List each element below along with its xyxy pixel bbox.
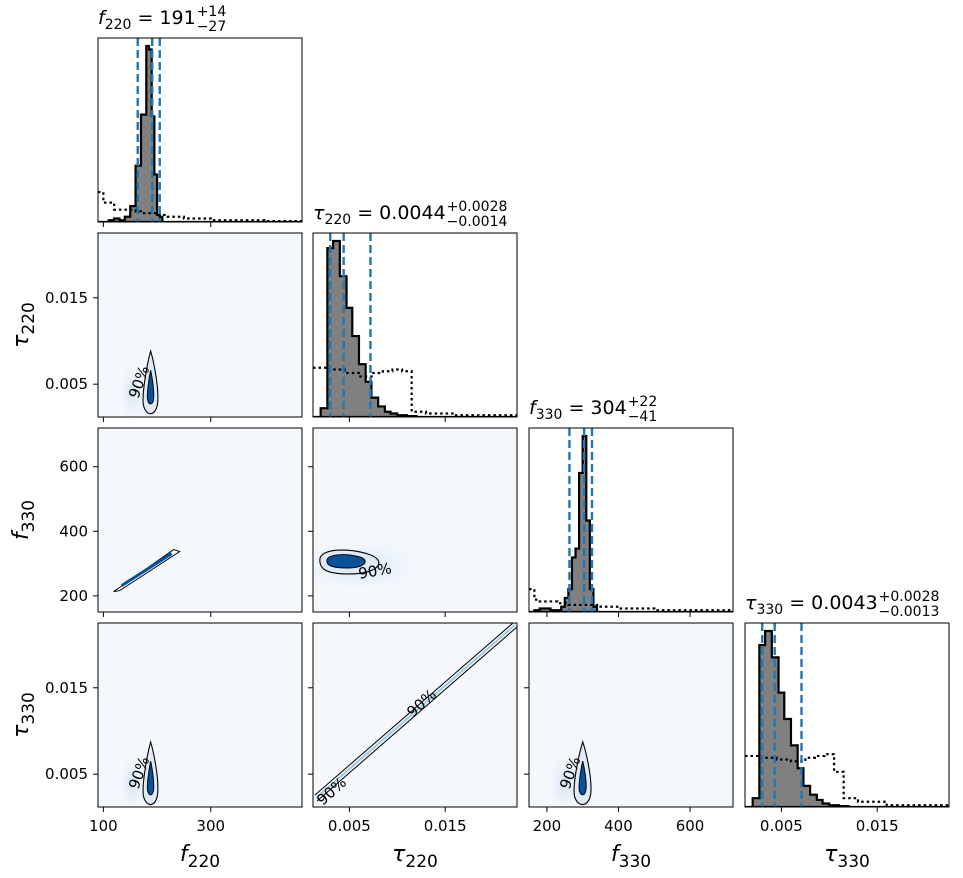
x-axis-label-tau220: τ220 xyxy=(392,842,438,872)
y-tick-label-tau330-0: 0.005 xyxy=(45,765,88,783)
title-tau330: τ330 = 0.0043 xyxy=(745,592,878,618)
contour-inner xyxy=(326,554,366,569)
panel-f220-vs-tau330: 90% xyxy=(97,622,303,808)
title-tau220-upper: +0.0028 xyxy=(447,199,508,215)
posterior-histogram xyxy=(313,239,517,417)
x-tick-label-f330-2: 600 xyxy=(676,817,705,835)
title-tau330-lower: −0.0013 xyxy=(879,604,940,620)
x-tick-label-tau220-1: 0.015 xyxy=(424,817,467,835)
title-f330-upper: +22 xyxy=(628,394,658,410)
contour-inner xyxy=(146,761,155,796)
title-f330-lower: −41 xyxy=(628,409,658,425)
contour-outer xyxy=(316,626,517,802)
posterior-histogram xyxy=(745,629,949,807)
contour-inner xyxy=(120,552,173,587)
y-tick-label-tau220-0: 0.005 xyxy=(45,375,88,393)
panel-hist-tau220 xyxy=(312,232,518,418)
contour-inner xyxy=(146,370,155,405)
x-tick-label-f220-1: 300 xyxy=(196,817,225,835)
x-tick-label-tau220-0: 0.005 xyxy=(328,817,371,835)
panel-frame xyxy=(97,37,303,223)
y-tick-label-f330-0: 200 xyxy=(59,587,88,605)
panel-hist-tau330 xyxy=(744,622,950,808)
y-tick-label-tau330-1: 0.015 xyxy=(45,679,88,697)
y-axis-label-tau220: τ220 xyxy=(9,302,39,348)
y-tick-label-f330-2: 600 xyxy=(59,458,88,476)
title-f220-lower: −27 xyxy=(197,19,227,35)
y-tick-label-tau220-1: 0.015 xyxy=(45,289,88,307)
title-tau220: τ220 = 0.0044 xyxy=(313,202,446,228)
panel-frame xyxy=(312,622,518,808)
panel-frame xyxy=(97,622,303,808)
panel-f220-vs-tau220: 90% xyxy=(97,232,303,418)
panel-hist-f220 xyxy=(97,37,303,223)
panel-background xyxy=(529,428,733,612)
posterior-histogram xyxy=(98,44,302,222)
panel-frame xyxy=(312,427,518,613)
density-halo xyxy=(116,358,150,417)
x-tick-label-tau330-1: 0.015 xyxy=(856,817,899,835)
panel-tau220-vs-f330: 90% xyxy=(312,427,518,613)
x-axis-label-f220: f220 xyxy=(180,842,220,872)
contour-inner xyxy=(578,761,587,796)
y-axis-label-f330: f330 xyxy=(9,500,39,540)
panel-frame xyxy=(97,232,303,418)
prior-histogram xyxy=(529,588,733,612)
panel-f220-vs-f330 xyxy=(97,427,303,613)
y-axis-label-tau330: τ330 xyxy=(9,692,39,738)
prior-histogram xyxy=(98,190,302,222)
x-tick-label-f330-0: 200 xyxy=(533,817,562,835)
contour-label: 90% xyxy=(357,559,393,583)
x-axis-label-tau330: τ330 xyxy=(824,842,870,872)
panel-frame xyxy=(312,232,518,418)
x-tick-label-f330-1: 400 xyxy=(604,817,633,835)
panel-frame xyxy=(528,427,734,613)
x-tick-label-f220-0: 100 xyxy=(89,817,118,835)
panel-background xyxy=(98,38,302,222)
title-f330: f330 = 304 xyxy=(529,397,627,423)
title-f220: f220 = 191 xyxy=(98,7,196,33)
panel-hist-f330 xyxy=(528,427,734,613)
title-f220-upper: +14 xyxy=(197,4,227,20)
density-halo xyxy=(116,749,150,807)
contour-outer xyxy=(314,623,514,796)
panel-frame xyxy=(97,427,303,613)
panel-frame xyxy=(528,622,734,808)
contour-inner xyxy=(315,624,516,799)
title-tau220-lower: −0.0014 xyxy=(447,214,508,230)
panel-frame xyxy=(744,622,950,808)
prior-histogram xyxy=(745,753,949,807)
panel-tau220-vs-tau330: 90%90% xyxy=(312,622,518,808)
panel-f330-vs-tau330: 90% xyxy=(528,622,734,808)
title-tau330-upper: +0.0028 xyxy=(879,589,940,605)
x-axis-label-f330: f330 xyxy=(611,842,651,872)
y-tick-label-f330-1: 400 xyxy=(59,522,88,540)
x-tick-label-tau330-0: 0.005 xyxy=(760,817,803,835)
